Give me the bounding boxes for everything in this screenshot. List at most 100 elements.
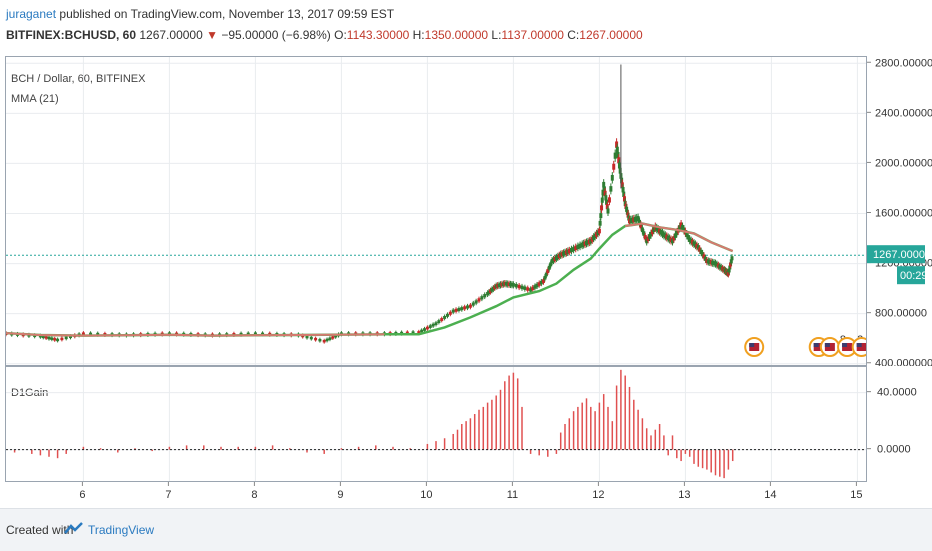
candle-body bbox=[517, 284, 521, 289]
candle-body bbox=[471, 302, 475, 306]
candle-body bbox=[41, 335, 45, 339]
time-tick-label: 14 bbox=[764, 489, 776, 501]
last-price-badge bbox=[867, 245, 925, 264]
last-price: 1267.00000 bbox=[139, 28, 203, 42]
candle-body bbox=[325, 338, 329, 342]
candle-body bbox=[47, 336, 51, 340]
candle-body bbox=[305, 335, 309, 339]
time-tick-label: 15 bbox=[850, 489, 862, 501]
candle-body bbox=[423, 328, 427, 331]
candle-body bbox=[598, 220, 602, 226]
candle-body bbox=[618, 167, 622, 174]
candle-body bbox=[448, 311, 452, 315]
candle-body bbox=[622, 196, 626, 202]
candle-body bbox=[405, 331, 409, 335]
candle-body bbox=[445, 313, 449, 317]
candle-body bbox=[702, 254, 706, 259]
candle-body bbox=[480, 296, 484, 300]
candle-body bbox=[604, 195, 608, 201]
candle-body bbox=[261, 332, 265, 336]
candle-body bbox=[318, 338, 322, 342]
price-axis[interactable]: 400.000000800.000001200.000001600.000002… bbox=[867, 56, 932, 366]
candle-body bbox=[701, 252, 705, 257]
candle-body bbox=[615, 146, 619, 153]
candle-body bbox=[639, 223, 643, 229]
candle-body bbox=[64, 336, 68, 340]
countdown-badge bbox=[897, 266, 925, 285]
candle-body bbox=[460, 307, 464, 311]
candle-body bbox=[617, 157, 621, 164]
candle-body bbox=[322, 339, 326, 343]
candle-body bbox=[682, 227, 686, 233]
candle-body bbox=[463, 306, 467, 310]
candle-body bbox=[535, 283, 539, 288]
candle-body bbox=[511, 283, 515, 287]
candle-body bbox=[483, 294, 487, 298]
candle-body bbox=[616, 151, 620, 159]
candle-body bbox=[606, 208, 610, 214]
time-axis[interactable]: 6 7 8 9 10 11 12 13 14 15 bbox=[5, 482, 867, 508]
footer: Created with TradingView bbox=[0, 508, 932, 551]
candle-body bbox=[699, 249, 703, 255]
candle-body bbox=[454, 308, 458, 312]
candle-body bbox=[334, 334, 338, 338]
author-link[interactable]: juraganet bbox=[6, 7, 57, 21]
candle-body bbox=[537, 282, 541, 286]
gain-axis[interactable]: 0.0000 40.0000 bbox=[867, 366, 932, 482]
candle-body bbox=[314, 337, 318, 341]
candle-body bbox=[328, 337, 332, 340]
gain-panel[interactable]: D1Gain bbox=[5, 366, 867, 482]
price-tick-label: 1600.00000 bbox=[875, 208, 932, 220]
candle-body bbox=[309, 336, 313, 340]
candle-body bbox=[44, 336, 48, 339]
candle-body bbox=[681, 224, 685, 230]
candle-body bbox=[331, 336, 335, 339]
candle-body bbox=[474, 300, 478, 304]
tradingview-link[interactable]: TradingView bbox=[88, 523, 155, 537]
candle-body bbox=[600, 197, 604, 203]
candle-body bbox=[50, 337, 54, 340]
candle-body bbox=[53, 338, 57, 341]
candle-body bbox=[96, 332, 100, 336]
candle-body bbox=[613, 152, 617, 159]
time-tick-label: 7 bbox=[165, 489, 171, 501]
mma-line bbox=[6, 222, 734, 337]
price-panel[interactable]: BCH / Dollar, 60, BITFINEX MMA (21) 838 bbox=[5, 56, 867, 366]
candle-body bbox=[698, 247, 702, 252]
candle-body bbox=[678, 225, 682, 230]
candle-body bbox=[89, 332, 93, 336]
candle-body bbox=[597, 228, 601, 234]
candle-body bbox=[431, 323, 435, 327]
candle-body bbox=[730, 256, 734, 261]
candle-body bbox=[605, 204, 609, 210]
gain-plot[interactable] bbox=[6, 367, 866, 481]
candle-body bbox=[696, 245, 700, 250]
candle-body bbox=[624, 203, 628, 209]
time-tick-label: 8 bbox=[251, 489, 257, 501]
candle-body bbox=[622, 191, 626, 198]
candle-body bbox=[451, 309, 455, 313]
price-plot[interactable]: 838 bbox=[6, 57, 866, 365]
candle-body bbox=[621, 186, 625, 193]
published-text: published on TradingView.com, November 1… bbox=[59, 7, 395, 21]
candle-body bbox=[443, 315, 447, 319]
close-value: 1267.00000 bbox=[579, 28, 643, 42]
candle-body bbox=[531, 286, 535, 291]
price-tick-label: 400.000000 bbox=[875, 358, 932, 366]
candle-body bbox=[417, 331, 421, 334]
candle-body bbox=[603, 190, 607, 197]
candle-body bbox=[601, 189, 605, 196]
open-value: 1143.30000 bbox=[346, 28, 410, 42]
candle-body bbox=[440, 318, 444, 321]
candle-body bbox=[529, 288, 533, 292]
candle-body bbox=[457, 307, 461, 312]
candle-body bbox=[626, 212, 630, 218]
candle-body bbox=[578, 243, 582, 249]
time-tick-label: 10 bbox=[420, 489, 432, 501]
candle-body bbox=[253, 332, 257, 336]
high-label: H: bbox=[412, 28, 425, 42]
time-tick-label: 13 bbox=[678, 489, 690, 501]
candle-body bbox=[685, 232, 689, 238]
price-tick-label: 2000.00000 bbox=[875, 157, 932, 169]
candle-body bbox=[645, 238, 649, 244]
